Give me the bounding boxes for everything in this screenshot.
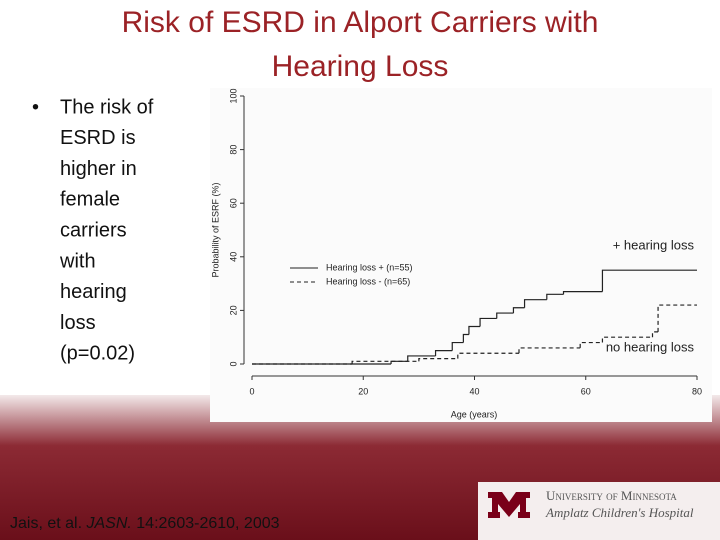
citation-authors: Jais, et al.	[10, 515, 86, 532]
step-segment	[512, 307, 525, 314]
bullet-text: higher in	[60, 158, 137, 180]
step-segment	[562, 291, 603, 295]
step-segment	[407, 355, 436, 362]
logo-hospital: Amplatz Children's Hospital	[545, 505, 694, 520]
step-segment	[351, 360, 419, 364]
legend-label: Hearing loss - (n=65)	[326, 276, 410, 286]
annotation: no hearing loss	[606, 339, 695, 354]
y-tick-label: 100	[228, 88, 238, 103]
step-segment	[451, 341, 464, 351]
step-segment	[418, 358, 458, 362]
step-segment	[601, 336, 653, 343]
bullet-text: carriers	[60, 219, 127, 241]
bullet-text: loss	[60, 312, 96, 334]
step-segment	[468, 325, 481, 335]
y-axis-label: Probability of ESRF (%)	[210, 182, 220, 277]
step-segment	[457, 352, 519, 359]
slide-title: Risk of ESRD in Alport Carriers with	[122, 6, 599, 39]
citation-journal: JASN.	[85, 515, 131, 532]
y-tick-label: 80	[228, 145, 238, 155]
y-tick-label: 0	[228, 361, 238, 366]
logo-mark	[488, 492, 530, 518]
legend-label: Hearing loss + (n=55)	[326, 262, 413, 272]
step-segment	[462, 333, 469, 343]
citation: Jais, et al. JASN. 14:2603-2610, 2003	[10, 515, 280, 532]
x-tick-label: 0	[249, 386, 254, 396]
x-tick-label: 60	[581, 386, 591, 396]
step-segment	[579, 341, 603, 348]
annotation: + hearing loss	[613, 237, 695, 252]
step-segment	[479, 317, 497, 327]
bullet-text: with	[59, 250, 96, 272]
x-tick-label: 40	[469, 386, 479, 396]
y-tick-label: 40	[228, 252, 238, 262]
step-segment	[523, 299, 547, 308]
step-segment	[546, 293, 564, 300]
bullet-text: ESRD is	[60, 127, 136, 149]
logo-panel	[478, 482, 720, 540]
bullet-text: (p=0.02)	[60, 343, 135, 365]
citation-ref: 14:2603-2610, 2003	[132, 515, 280, 532]
x-axis-label: Age (years)	[451, 409, 498, 419]
x-tick-label: 20	[358, 386, 368, 396]
bullet-dot: •	[32, 96, 39, 118]
bullet-text: hearing	[60, 281, 127, 303]
step-segment	[518, 347, 581, 354]
step-segment	[496, 312, 514, 319]
bullet-text: female	[60, 189, 120, 211]
x-tick-label: 80	[692, 386, 702, 396]
step-segment	[651, 331, 659, 338]
bullet-text: The risk of	[60, 96, 154, 118]
y-tick-label: 60	[228, 198, 238, 208]
step-segment	[434, 350, 453, 356]
chart-panel	[210, 88, 712, 422]
step-segment	[657, 304, 697, 332]
logo-university: University of Minnesota	[546, 488, 677, 503]
slide-title: Hearing Loss	[272, 50, 449, 83]
y-tick-label: 20	[228, 305, 238, 315]
step-segment	[601, 269, 697, 292]
